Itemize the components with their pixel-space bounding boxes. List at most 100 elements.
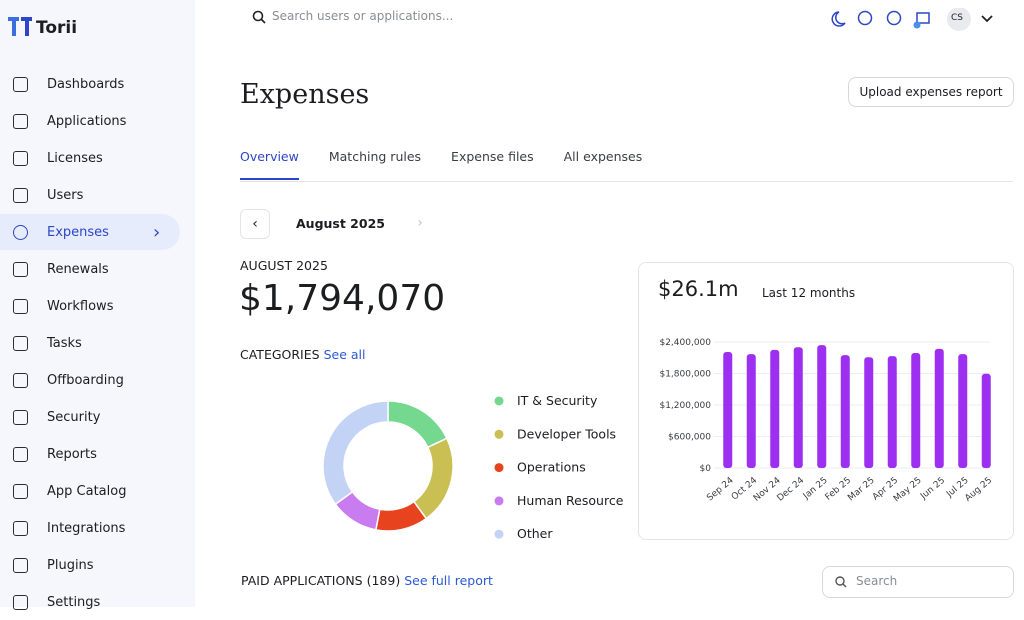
bar xyxy=(958,354,968,468)
nav-label: Dashboards xyxy=(47,76,125,92)
nav-item[interactable]: Offboarding xyxy=(0,362,180,398)
nav-label: Expenses xyxy=(47,224,109,240)
month: August 2025 xyxy=(296,216,385,231)
global-search[interactable]: Search users or applications... xyxy=(272,9,454,23)
nav-icon xyxy=(13,372,28,388)
x-tick-label: Mar 25 xyxy=(846,476,876,504)
full-report-link[interactable]: See full report xyxy=(404,573,493,588)
nav-icon xyxy=(13,113,28,129)
bar xyxy=(864,357,874,468)
nav-item[interactable]: Dashboards xyxy=(0,66,180,102)
nav-item[interactable]: Reports xyxy=(0,436,180,472)
nav-item[interactable]: Renewals xyxy=(0,251,180,287)
donut-segment xyxy=(412,437,454,520)
bar xyxy=(887,356,897,468)
y-tick-label: $600,000 xyxy=(668,433,711,443)
bar xyxy=(770,349,780,468)
upload-button[interactable]: Upload expenses report xyxy=(848,77,1014,107)
applications-search[interactable]: Search xyxy=(822,566,1014,598)
search-icon xyxy=(835,576,847,588)
x-tick-label: Sep 24 xyxy=(705,475,736,503)
prev-month[interactable]: ‹ xyxy=(240,209,270,239)
page: Torii Dashboards Applications Licenses User… xyxy=(0,0,1014,610)
nav-icon xyxy=(13,187,28,203)
nav-item[interactable]: Licenses xyxy=(0,140,180,176)
chart-period: Last 12 months xyxy=(762,286,856,300)
period: AUGUST 2025 xyxy=(240,258,328,273)
categories-label: CATEGORIES See all xyxy=(240,347,365,362)
nav-item[interactable]: Users xyxy=(0,177,180,213)
nav-label: Plugins xyxy=(47,557,94,573)
avatar[interactable]: CS xyxy=(951,13,963,23)
bar xyxy=(817,345,827,468)
nav-item[interactable]: App Catalog xyxy=(0,473,180,509)
next-month[interactable]: › xyxy=(417,215,423,231)
nav-label: Offboarding xyxy=(47,372,124,388)
y-tick-label: $1,200,000 xyxy=(659,401,711,411)
nav-label: Renewals xyxy=(47,261,109,277)
tab[interactable]: All expenses xyxy=(563,149,643,164)
nav-icon xyxy=(13,557,28,573)
x-tick-label: Aug 25 xyxy=(963,476,994,504)
bar xyxy=(981,373,991,468)
chart-card xyxy=(638,262,1014,540)
bar xyxy=(840,355,850,468)
nav-icon xyxy=(13,520,28,536)
donut-segment xyxy=(322,400,389,506)
page-title: Expenses xyxy=(240,79,370,110)
legend-dot xyxy=(494,529,504,539)
nav-label: App Catalog xyxy=(47,483,127,499)
chart-total: $26.1m xyxy=(658,277,739,301)
sidebar: Torii Dashboards Applications Licenses User… xyxy=(0,0,195,610)
legend-label: Human Resource xyxy=(517,493,624,508)
search-placeholder: Search xyxy=(856,574,898,588)
legend-dot xyxy=(494,429,504,439)
top-icons xyxy=(831,8,993,31)
nav-label: Workflows xyxy=(47,298,114,314)
nav-item[interactable]: Integrations xyxy=(0,510,180,546)
nav-label: Security xyxy=(47,409,101,425)
nav-icon xyxy=(13,446,28,462)
nav-icon xyxy=(13,298,28,314)
legend-label: Other xyxy=(517,526,553,541)
see-all[interactable]: See all xyxy=(323,347,366,362)
legend-dot xyxy=(494,396,504,406)
applications-title: PAID APPLICATIONS (189) xyxy=(241,573,401,588)
bar xyxy=(911,353,921,468)
bar xyxy=(746,354,756,468)
y-tick-label: $2,400,000 xyxy=(659,338,711,348)
tabs: Overview Matching rules Expense files All e… xyxy=(240,149,642,180)
tab[interactable]: Overview xyxy=(240,149,299,180)
nav-label: Tasks xyxy=(47,335,82,351)
nav-icon xyxy=(13,76,28,92)
legend-label: Operations xyxy=(517,460,586,475)
tab[interactable]: Matching rules xyxy=(328,149,422,164)
nav-item[interactable]: Expenses › xyxy=(0,214,180,250)
bar xyxy=(793,347,803,468)
divider xyxy=(240,181,1013,182)
nav-item[interactable]: Plugins xyxy=(0,547,180,583)
nav-label: Integrations xyxy=(47,520,126,536)
nav-label: Licenses xyxy=(47,150,103,166)
bar xyxy=(723,351,733,468)
tab[interactable]: Expense files xyxy=(451,149,534,164)
legend-label: IT & Security xyxy=(517,393,598,408)
donut-segment xyxy=(387,400,448,449)
nav-icon xyxy=(13,224,28,240)
nav-item[interactable]: Tasks xyxy=(0,325,180,361)
nav-label: Settings xyxy=(47,594,101,610)
nav-item[interactable]: Applications xyxy=(0,103,180,139)
x-tick-label: Jun 25 xyxy=(918,476,947,503)
nav-icon xyxy=(13,483,28,499)
nav-item[interactable]: Security xyxy=(0,399,180,435)
brand: Torii xyxy=(36,18,78,38)
nav-icon xyxy=(13,150,28,166)
legend-dot xyxy=(494,496,504,506)
nav-icon xyxy=(13,409,28,425)
nav-item[interactable]: Workflows xyxy=(0,288,180,324)
nav-icon xyxy=(13,335,28,351)
nav-label: Reports xyxy=(47,446,97,462)
x-tick-label: Dec 24 xyxy=(775,475,806,503)
bar xyxy=(934,348,944,468)
charts: IT & Security Developer Tools Operations Hu… xyxy=(322,338,994,541)
